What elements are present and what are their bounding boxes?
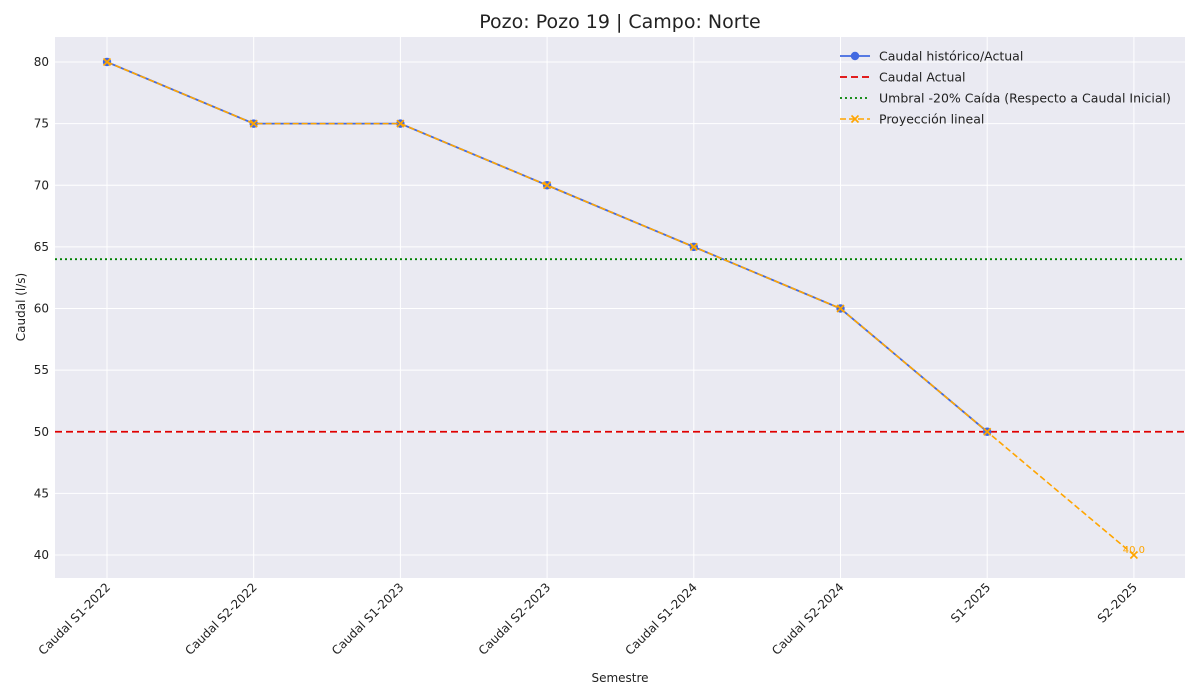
x-tick-label: Caudal S1-2024 xyxy=(622,580,699,657)
legend-label: Caudal histórico/Actual xyxy=(879,49,1023,64)
point-projection xyxy=(1129,550,1138,560)
legend-item: Proyección lineal xyxy=(840,112,984,127)
reference-lines xyxy=(55,258,1185,433)
legend-marker xyxy=(850,114,860,124)
y-tick-label: 40 xyxy=(34,548,49,562)
series-layer: 40.0 xyxy=(102,57,1145,560)
y-tick-label: 45 xyxy=(34,486,49,500)
y-axis-label: Caudal (l/s) xyxy=(14,273,28,341)
x-tick-label: S1-2025 xyxy=(948,580,993,625)
legend-label: Proyección lineal xyxy=(879,112,984,127)
x-tick-label: Caudal S1-2023 xyxy=(329,580,406,657)
x-tick-label: Caudal S2-2023 xyxy=(476,580,553,657)
y-tick-label: 60 xyxy=(34,302,49,316)
legend-marker xyxy=(850,51,860,61)
legend: Caudal histórico/Actual Caudal Actual Umbr… xyxy=(840,49,1171,127)
point-projection xyxy=(689,242,698,251)
y-tick-label: 70 xyxy=(34,178,49,192)
chart-title: Pozo: Pozo 19 | Campo: Norte xyxy=(479,11,760,33)
x-tick-label: Caudal S2-2022 xyxy=(182,580,259,657)
y-tick-label: 50 xyxy=(34,425,49,439)
point-projection xyxy=(836,304,845,313)
y-tick-label: 80 xyxy=(34,55,49,69)
y-axis-ticks: 40 45 50 55 60 65 70 75 80 xyxy=(34,55,49,562)
x-tick-label: S2-2025 xyxy=(1095,580,1140,625)
x-axis-ticks: Caudal S1-2022 Caudal S2-2022 Caudal S1-20… xyxy=(36,580,1140,657)
point-projection xyxy=(249,119,258,128)
plot-area xyxy=(55,37,1185,578)
legend-label: Caudal Actual xyxy=(879,70,966,85)
legend-item: Umbral -20% Caída (Respecto a Caudal Ini… xyxy=(840,91,1171,106)
y-tick-label: 55 xyxy=(34,363,49,377)
x-tick-label: Caudal S2-2024 xyxy=(769,580,846,657)
point-projection xyxy=(102,57,112,67)
legend-item: Caudal Actual xyxy=(840,70,966,85)
point-projection xyxy=(543,181,552,190)
legend-label: Umbral -20% Caída (Respecto a Caudal Ini… xyxy=(879,91,1171,106)
point-projection xyxy=(983,427,992,436)
y-tick-label: 75 xyxy=(34,117,49,131)
point-projection xyxy=(396,119,405,128)
data-label-projection: 40.0 xyxy=(1123,545,1145,556)
x-axis-label: Semestre xyxy=(591,671,648,685)
legend-item: Caudal histórico/Actual xyxy=(840,49,1023,64)
x-tick-label: Caudal S1-2022 xyxy=(36,580,113,657)
y-tick-label: 65 xyxy=(34,240,49,254)
series-line-projection xyxy=(106,61,1135,556)
